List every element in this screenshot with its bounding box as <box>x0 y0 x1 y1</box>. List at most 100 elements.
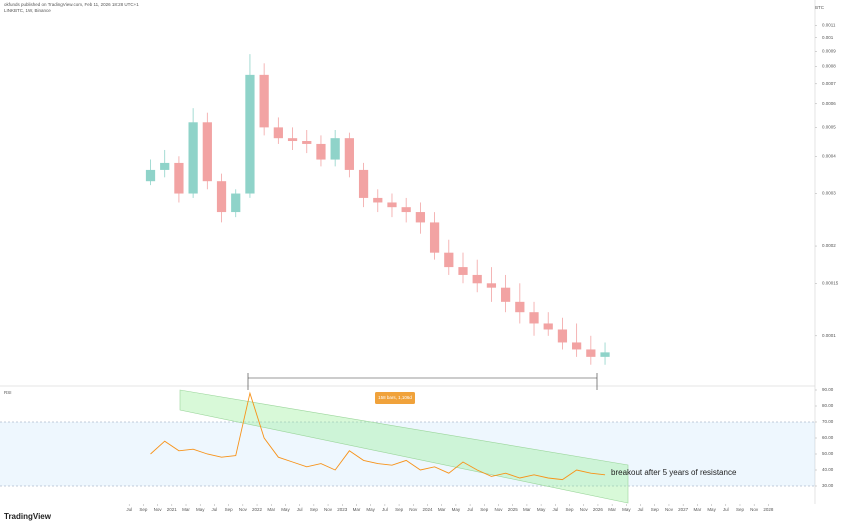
measure-box <box>375 392 415 404</box>
candle-body <box>145 169 156 182</box>
x-tick-label: Jul <box>638 507 644 512</box>
x-tick-label: May <box>622 507 631 512</box>
candle-body <box>472 274 482 284</box>
x-tick-label: Mar <box>267 507 275 512</box>
x-tick-label: Mar <box>608 507 616 512</box>
candle-body <box>174 162 184 194</box>
y-tick-label: 60.00 <box>822 435 834 440</box>
x-tick-label: Sep <box>736 507 745 512</box>
x-tick-label: 2028 <box>763 507 774 512</box>
y-tick-label: 0.0009 <box>822 48 836 53</box>
x-tick-label: Jul <box>382 507 388 512</box>
band-fill <box>0 422 815 486</box>
x-tick-label: Nov <box>580 507 589 512</box>
logo: TradingView <box>4 512 52 521</box>
y-tick-label: 40.00 <box>822 467 834 472</box>
candle-body <box>429 222 440 253</box>
x-tick-label: Mar <box>182 507 190 512</box>
y-tick-label: 0.0003 <box>822 191 836 196</box>
x-tick-label: Sep <box>139 507 148 512</box>
candle-body <box>216 181 227 213</box>
x-tick-label: Nov <box>324 507 333 512</box>
x-tick-label: Jul <box>126 507 132 512</box>
x-tick-label: 2024 <box>422 507 433 512</box>
candle-body <box>287 138 298 142</box>
y-tick-label: 70.00 <box>822 419 834 424</box>
x-tick-label: Nov <box>665 507 674 512</box>
candle-body <box>458 267 468 275</box>
publisher: okfunds published on TradingView.com, Fe… <box>4 2 139 7</box>
x-tick-label: Nov <box>154 507 163 512</box>
channel <box>179 389 629 504</box>
candle-body <box>273 127 283 139</box>
candle-body <box>373 197 383 203</box>
candle-body <box>515 301 525 313</box>
candle-body <box>330 138 340 160</box>
candle-body <box>387 202 397 208</box>
candle-body <box>600 352 610 357</box>
candle-body <box>202 122 212 182</box>
candle-body <box>572 342 582 350</box>
y-tick-label: 0.0005 <box>822 125 836 130</box>
x-tick-label: Sep <box>651 507 660 512</box>
candle-body <box>444 252 454 268</box>
y-tick-label: 50.00 <box>822 451 834 456</box>
x-tick-label: May <box>537 507 546 512</box>
candle-body <box>358 169 369 198</box>
candle-body <box>415 212 426 223</box>
x-tick-label: Mar <box>523 507 531 512</box>
y-tick-label: 0.001 <box>822 35 834 40</box>
candle-body <box>529 312 539 324</box>
x-tick-label: May <box>707 507 716 512</box>
x-tick-label: Sep <box>225 507 234 512</box>
y-tick-label: 30.00 <box>822 483 834 488</box>
x-tick-label: 2026 <box>593 507 604 512</box>
x-tick-label: Nov <box>409 507 418 512</box>
x-tick-label: 2021 <box>167 507 178 512</box>
candle-body <box>486 283 497 288</box>
x-tick-label: Jul <box>212 507 218 512</box>
candle-body <box>500 287 511 302</box>
x-tick-label: Mar <box>353 507 361 512</box>
candle-body <box>344 138 354 170</box>
candle-body <box>302 141 312 144</box>
y-tick-label: 0.0006 <box>822 101 836 106</box>
x-tick-label: 2022 <box>252 507 263 512</box>
candle-body <box>557 329 568 343</box>
x-tick-label: Nov <box>750 507 759 512</box>
y-tick-label: 0.0002 <box>822 243 836 248</box>
y-tick-label: 90.00 <box>822 387 834 392</box>
candle-body <box>401 207 411 213</box>
x-tick-label: Sep <box>480 507 489 512</box>
x-tick-label: Mar <box>438 507 446 512</box>
x-tick-label: Jul <box>723 507 729 512</box>
y-tick-label: 0.0001 <box>822 333 836 338</box>
x-tick-label: Nov <box>239 507 248 512</box>
y-tick-label: 0.00015 <box>822 280 839 285</box>
x-tick-label: Jul <box>297 507 303 512</box>
candle-body <box>316 143 326 160</box>
x-tick-label: May <box>366 507 375 512</box>
x-tick-label: May <box>196 507 205 512</box>
x-tick-label: Jul <box>552 507 558 512</box>
measure-label: 158 bars, 1,106d <box>378 395 412 400</box>
x-tick-label: Sep <box>395 507 404 512</box>
x-tick-label: Nov <box>495 507 504 512</box>
y-tick-label: 0.0004 <box>822 153 836 158</box>
annotation: breakout after 5 years of resistance <box>611 468 737 477</box>
x-tick-label: 2027 <box>678 507 689 512</box>
candle-body <box>160 162 170 170</box>
candle-body <box>586 349 596 357</box>
candle-body <box>231 193 241 213</box>
x-tick-label: May <box>281 507 290 512</box>
candle-body <box>245 74 255 194</box>
y-tick-label: 80.00 <box>822 403 834 408</box>
x-tick-label: Jul <box>467 507 473 512</box>
x-tick-label: Sep <box>566 507 575 512</box>
x-tick-label: 2025 <box>508 507 519 512</box>
y-tick-label: 0.0008 <box>822 64 836 69</box>
x-tick-label: Sep <box>310 507 319 512</box>
